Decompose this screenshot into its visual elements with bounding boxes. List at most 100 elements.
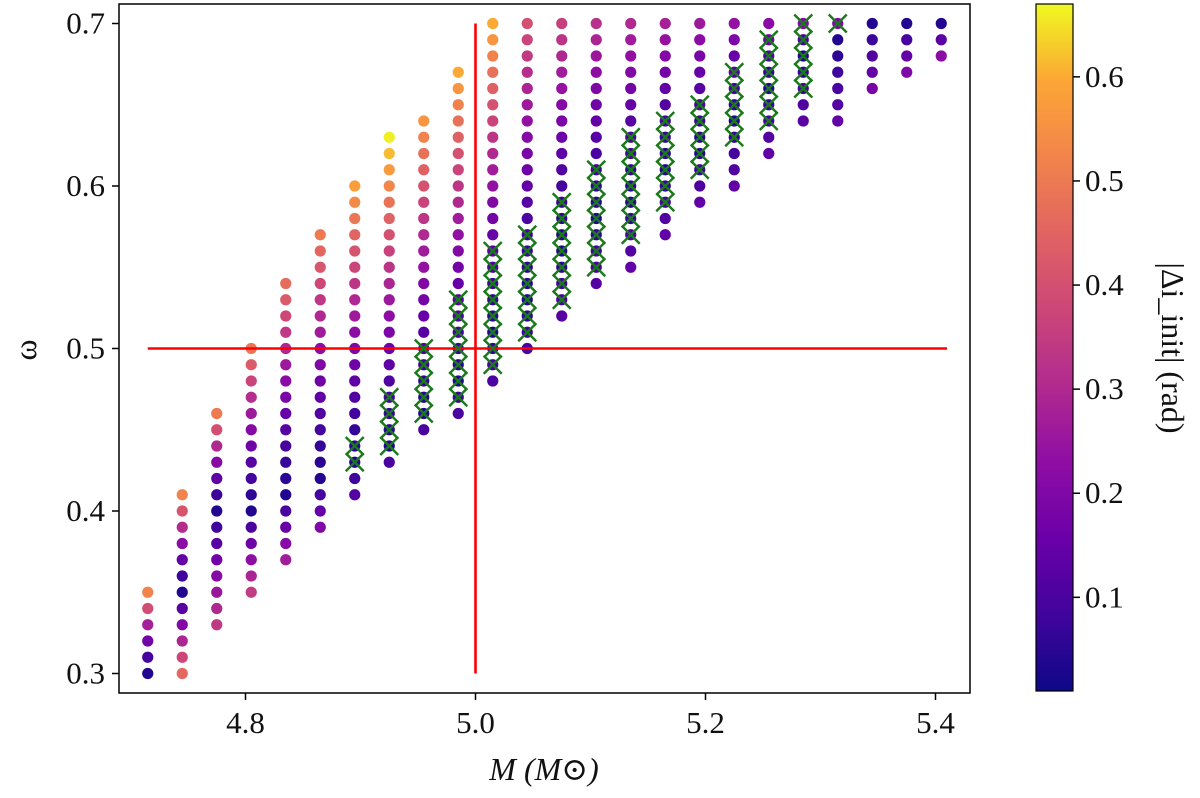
data-point bbox=[418, 115, 430, 127]
data-point bbox=[280, 359, 292, 371]
data-point bbox=[245, 570, 257, 582]
data-point bbox=[590, 50, 602, 62]
data-point bbox=[314, 521, 326, 533]
x-marker bbox=[551, 192, 572, 213]
x-marker bbox=[344, 436, 365, 456]
data-point bbox=[556, 147, 568, 160]
data-point bbox=[556, 310, 568, 322]
data-point bbox=[625, 50, 637, 62]
data-point bbox=[625, 82, 637, 95]
data-point bbox=[521, 131, 533, 143]
data-point bbox=[590, 147, 602, 160]
data-point bbox=[349, 229, 361, 241]
x-marker bbox=[827, 13, 848, 34]
data-point bbox=[383, 229, 395, 241]
data-point bbox=[487, 229, 499, 241]
data-point bbox=[383, 131, 395, 143]
data-point bbox=[418, 277, 430, 290]
data-point bbox=[314, 277, 326, 290]
data-point bbox=[590, 34, 602, 46]
data-point bbox=[280, 407, 292, 420]
data-point bbox=[590, 277, 602, 290]
data-point bbox=[452, 407, 464, 420]
data-point bbox=[832, 82, 844, 95]
data-point bbox=[176, 619, 188, 631]
x-marker bbox=[620, 143, 641, 164]
data-point bbox=[521, 34, 533, 46]
data-point bbox=[211, 586, 223, 598]
data-point bbox=[452, 245, 464, 257]
x-marker bbox=[586, 192, 607, 213]
highlight-markers bbox=[344, 13, 848, 473]
x-marker bbox=[551, 257, 572, 278]
data-point bbox=[349, 489, 361, 501]
x-marker bbox=[379, 387, 400, 408]
data-point bbox=[521, 147, 533, 160]
data-point bbox=[659, 17, 671, 30]
data-point bbox=[418, 212, 430, 225]
data-point bbox=[142, 602, 154, 615]
x-marker bbox=[448, 354, 469, 375]
data-point bbox=[832, 34, 844, 46]
data-point bbox=[556, 164, 568, 176]
data-point bbox=[418, 229, 430, 241]
data-point bbox=[383, 245, 395, 257]
x-marker bbox=[448, 387, 469, 408]
data-point bbox=[211, 537, 223, 550]
colorbar bbox=[1035, 3, 1074, 692]
data-point bbox=[245, 505, 257, 517]
x-marker bbox=[517, 322, 538, 343]
x-marker bbox=[758, 29, 779, 50]
data-point bbox=[659, 82, 671, 95]
data-point bbox=[625, 261, 637, 273]
data-point bbox=[418, 326, 430, 338]
data-point bbox=[625, 17, 637, 30]
x-marker bbox=[517, 289, 538, 310]
data-point bbox=[797, 99, 809, 111]
x-marker bbox=[655, 143, 676, 164]
data-point bbox=[487, 164, 499, 176]
data-point bbox=[280, 554, 292, 566]
data-point bbox=[349, 196, 361, 208]
data-point bbox=[314, 326, 326, 338]
x-marker bbox=[379, 403, 400, 424]
data-point bbox=[694, 34, 706, 46]
data-point bbox=[211, 554, 223, 566]
data-point bbox=[314, 261, 326, 273]
data-point bbox=[901, 66, 913, 78]
data-point bbox=[625, 34, 637, 46]
x-marker bbox=[655, 192, 676, 213]
x-marker bbox=[620, 159, 641, 180]
x-marker bbox=[551, 208, 572, 229]
data-point bbox=[314, 310, 326, 322]
x-marker bbox=[724, 62, 745, 83]
x-marker bbox=[793, 78, 814, 99]
y-tick-label: 0.4 bbox=[66, 493, 105, 528]
data-point bbox=[211, 424, 223, 436]
data-point bbox=[176, 537, 188, 550]
y-tick-label: 0.6 bbox=[66, 168, 105, 203]
x-marker bbox=[482, 241, 503, 261]
data-point bbox=[176, 651, 188, 663]
x-marker bbox=[413, 354, 434, 375]
y-tick-label: 0.3 bbox=[66, 656, 105, 691]
x-marker bbox=[413, 338, 434, 359]
x-marker bbox=[620, 192, 641, 213]
x-marker bbox=[448, 371, 469, 391]
data-point bbox=[418, 424, 430, 436]
colorbar-tick-label: 0.6 bbox=[1085, 59, 1124, 94]
data-point bbox=[935, 34, 947, 46]
colorbar-tick-label: 0.2 bbox=[1085, 475, 1124, 510]
x-marker bbox=[620, 224, 641, 245]
data-point bbox=[556, 66, 568, 78]
data-point bbox=[521, 66, 533, 78]
data-point bbox=[625, 115, 637, 127]
x-marker bbox=[517, 306, 538, 326]
data-point bbox=[418, 294, 430, 306]
data-point bbox=[349, 326, 361, 338]
data-point bbox=[452, 277, 464, 290]
x-marker bbox=[758, 78, 779, 99]
data-point bbox=[418, 180, 430, 192]
data-point bbox=[556, 50, 568, 62]
data-point bbox=[521, 82, 533, 95]
